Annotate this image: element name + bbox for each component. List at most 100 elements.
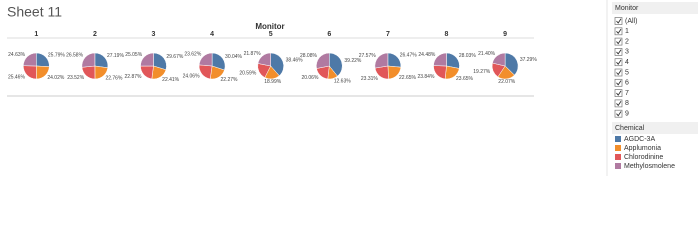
pie-slice <box>23 52 37 67</box>
slice-label: 22.07% <box>498 79 516 85</box>
legend-swatch <box>615 145 621 151</box>
filter-item[interactable]: 2 <box>625 38 629 45</box>
slice-label: 30.04% <box>225 54 243 60</box>
slice-label: 23.84% <box>417 74 435 80</box>
pie-slice <box>94 52 109 69</box>
check-mark <box>616 70 622 76</box>
slice-label: 26.47% <box>400 53 418 59</box>
slice-label: 39.22% <box>344 58 362 64</box>
filter-item[interactable]: 1 <box>625 28 629 35</box>
slice-label: 18.99% <box>264 79 282 85</box>
legend-item: Chlorodinine <box>624 154 663 161</box>
check-mark <box>616 90 622 96</box>
check-mark <box>616 111 622 117</box>
slice-label: 19.27% <box>473 69 491 75</box>
pie-slice <box>211 52 226 71</box>
slice-label: 20.06% <box>301 75 319 81</box>
filter-checkbox[interactable] <box>614 27 623 36</box>
slice-label: 21.87% <box>244 51 262 57</box>
filter-item[interactable]: (All) <box>625 18 637 25</box>
slice-label: 22.41% <box>162 77 180 83</box>
filter-item[interactable]: 4 <box>625 59 629 66</box>
column-label: 7 <box>386 31 390 38</box>
pie-slice <box>316 52 330 69</box>
check-mark <box>616 39 622 45</box>
filter-checkbox[interactable] <box>614 78 623 87</box>
pie-slice <box>140 65 154 80</box>
check-mark <box>616 18 622 24</box>
slice-label: 24.48% <box>418 52 436 58</box>
slice-label: 12.63% <box>334 79 352 85</box>
slice-label: 26.58% <box>66 53 84 59</box>
filter-title: Monitor <box>615 5 639 12</box>
filter-checkbox[interactable] <box>614 37 623 46</box>
filter-checkbox[interactable] <box>614 109 623 118</box>
legend-item: AGDC-3A <box>624 136 655 143</box>
pie-slice <box>198 52 213 67</box>
column-label: 3 <box>152 31 156 38</box>
slice-label: 23.31% <box>361 76 379 82</box>
slice-label: 29.67% <box>166 54 184 60</box>
pie-slice <box>433 52 447 67</box>
column-label: 2 <box>93 31 97 38</box>
filter-checkbox[interactable] <box>614 48 623 56</box>
legend-swatch <box>615 163 621 169</box>
legend-item: Applumonia <box>624 145 661 152</box>
slice-label: 22.87% <box>125 74 143 80</box>
column-label: 9 <box>503 31 507 38</box>
filter-item[interactable]: 7 <box>625 90 629 97</box>
sheet-title: Sheet 11 <box>7 4 62 20</box>
filter-item[interactable]: 5 <box>625 69 629 76</box>
check-mark <box>616 100 622 107</box>
slice-label: 25.79% <box>48 52 66 58</box>
filter-item[interactable]: 8 <box>625 100 629 107</box>
filter-header <box>612 2 698 14</box>
filter-checkbox[interactable] <box>614 68 623 77</box>
pie-slice <box>257 52 271 67</box>
pie-slice <box>23 65 37 80</box>
slice-label: 37.29% <box>520 57 538 63</box>
slice-label: 25.46% <box>8 75 26 81</box>
filter-checkbox[interactable] <box>614 99 623 108</box>
slice-label: 24.02% <box>47 75 65 81</box>
pie-slice <box>492 52 506 67</box>
slice-label: 28.03% <box>459 53 477 59</box>
column-label: 1 <box>34 31 38 38</box>
filter-item[interactable]: 3 <box>625 49 629 56</box>
check-mark <box>616 49 622 55</box>
pie-slice <box>81 52 96 68</box>
filter-checkbox[interactable] <box>614 89 623 97</box>
column-label: 6 <box>327 31 331 38</box>
slice-label: 25.05% <box>125 52 143 58</box>
filter-checkbox[interactable] <box>614 17 623 25</box>
pie-slice <box>329 52 343 77</box>
pie-slice <box>433 65 447 80</box>
pie-slice <box>140 52 154 67</box>
slice-label: 23.52% <box>67 75 85 81</box>
column-header: Monitor <box>255 22 284 31</box>
slice-label: 28.08% <box>300 53 318 59</box>
column-label: 8 <box>445 31 449 38</box>
check-mark <box>616 80 622 86</box>
slice-label: 38.46% <box>286 58 304 64</box>
legend-swatch <box>615 136 621 142</box>
legend-title: Chemical <box>615 125 645 132</box>
pie-slice <box>270 52 284 77</box>
dashboard: Sheet 11 Monitor Monitor Chemical 1 25.79… <box>7 0 698 176</box>
slice-label: 23.62% <box>184 52 202 58</box>
slice-label: 20.59% <box>239 70 257 76</box>
check-mark <box>616 59 622 65</box>
slice-label: 24.06% <box>183 73 201 79</box>
legend-swatch <box>615 154 621 160</box>
slice-label: 24.63% <box>8 52 26 58</box>
pie-slice <box>504 52 519 76</box>
column-label: 4 <box>210 31 214 38</box>
filter-item[interactable]: 9 <box>625 111 629 118</box>
slice-label: 22.65% <box>399 75 417 81</box>
column-label: 5 <box>269 31 273 38</box>
filter-item[interactable]: 6 <box>625 80 629 87</box>
filter-checkbox[interactable] <box>614 58 623 67</box>
slice-label: 23.65% <box>456 76 474 82</box>
check-mark <box>616 28 622 35</box>
slice-label: 27.19% <box>107 53 125 59</box>
